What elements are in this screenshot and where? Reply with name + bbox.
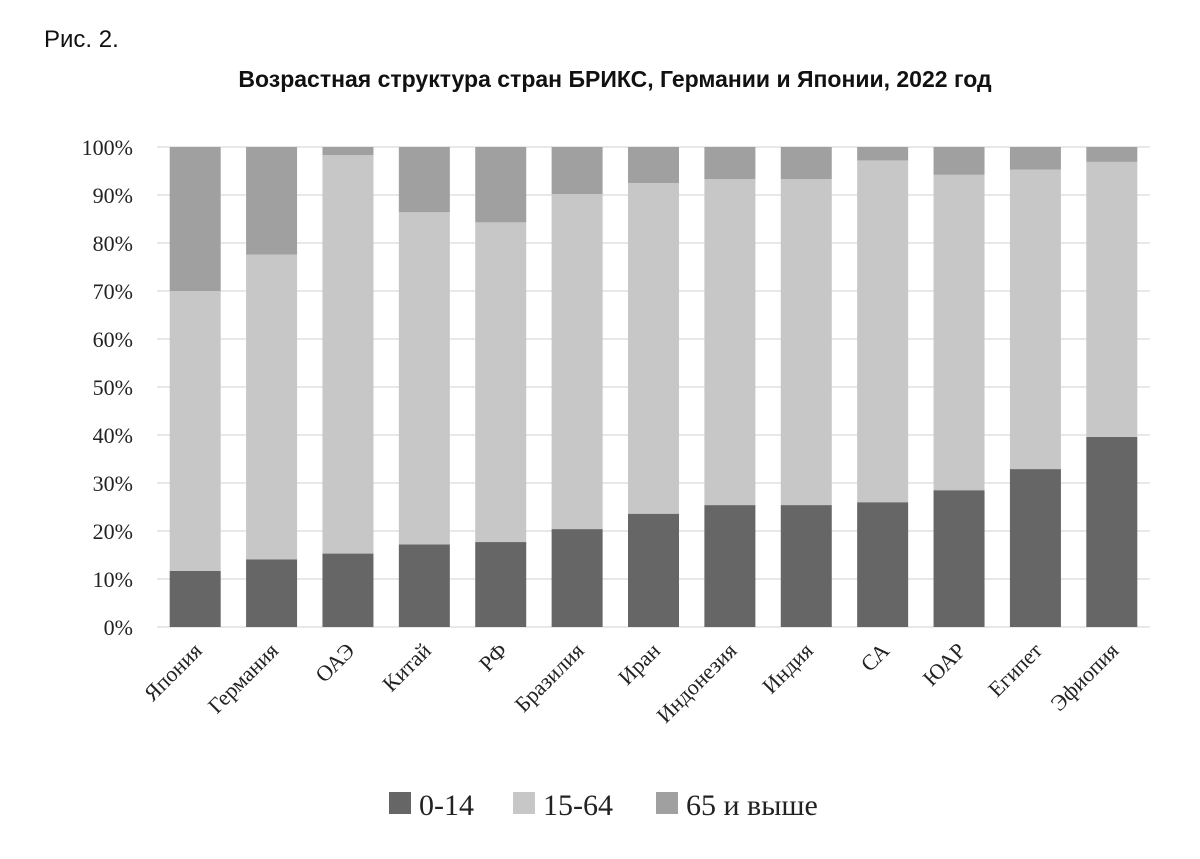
bar-segment-65-и-выше — [1009, 147, 1061, 170]
y-axis-ticks: 0% 10% 20% 30% 40% 50% 60% 70% 80% 90% 100% — [82, 135, 133, 640]
x-category-label: Германия — [203, 638, 283, 718]
y-tick-label: 100% — [82, 135, 133, 160]
legend: 0-14 15-64 65 и выше — [389, 789, 818, 822]
chart-title: Возрастная структура стран БРИКС, Герман… — [238, 66, 992, 92]
bar-segment-15-64 — [169, 291, 221, 571]
bar-segment-65-и-выше — [1086, 147, 1138, 162]
bar-segment-65-и-выше — [551, 147, 603, 195]
x-category-label: РФ — [474, 638, 512, 676]
bar-segment-0-14 — [246, 559, 298, 627]
bar-segment-65-и-выше — [628, 147, 679, 183]
bar-segment-15-64 — [1086, 161, 1138, 437]
bar-segment-0-14 — [933, 490, 985, 627]
y-tick-label: 10% — [93, 567, 133, 592]
y-tick-label: 50% — [93, 375, 133, 400]
bar-segment-65-и-выше — [322, 147, 374, 156]
bar-segment-65-и-выше — [398, 147, 450, 213]
x-category-label: Египет — [983, 638, 1047, 702]
y-tick-label: 30% — [93, 471, 133, 496]
x-category-label: Индия — [757, 638, 818, 699]
bar-segment-15-64 — [1009, 169, 1061, 470]
legend-swatch — [389, 792, 411, 814]
x-category-label: ЮАР — [918, 638, 971, 691]
bar-segment-0-14 — [704, 505, 756, 627]
y-tick-label: 0% — [104, 615, 133, 640]
bar-segment-15-64 — [857, 160, 909, 503]
bar-segment-15-64 — [475, 222, 527, 543]
bar-segment-15-64 — [398, 212, 450, 545]
bar-segment-65-и-выше — [857, 147, 909, 161]
bar-segment-0-14 — [398, 544, 450, 627]
legend-label: 0-14 — [419, 789, 474, 822]
x-category-label: Эфиопия — [1045, 638, 1123, 716]
bar-segment-0-14 — [857, 502, 909, 627]
bar-segment-15-64 — [933, 174, 985, 491]
bar-segment-0-14 — [169, 570, 221, 627]
bar-segment-0-14 — [1009, 469, 1061, 627]
x-category-label: СА — [856, 638, 895, 677]
y-tick-label: 60% — [93, 327, 133, 352]
x-category-label: Иран — [613, 638, 665, 690]
legend-label: 15-64 — [543, 789, 613, 822]
legend-swatch — [656, 792, 678, 814]
bar-segment-15-64 — [322, 155, 374, 554]
x-category-label: ОАЭ — [310, 638, 359, 687]
bar-segment-0-14 — [780, 505, 832, 627]
bar-segment-15-64 — [551, 194, 603, 530]
bar-segment-15-64 — [246, 254, 298, 560]
bar-segment-65-и-выше — [246, 147, 298, 255]
x-category-label: Китай — [377, 638, 436, 697]
bar-segment-15-64 — [780, 179, 832, 506]
bar-segment-15-64 — [704, 179, 756, 506]
bar-segment-65-и-выше — [169, 147, 221, 291]
bar-segment-15-64 — [628, 183, 679, 514]
y-tick-label: 70% — [93, 279, 133, 304]
bars — [169, 147, 1138, 627]
bar-segment-65-и-выше — [704, 147, 756, 180]
bar-segment-0-14 — [551, 529, 603, 627]
legend-swatch — [513, 792, 535, 814]
legend-label: 65 и выше — [686, 789, 818, 822]
bar-segment-0-14 — [628, 513, 679, 627]
y-tick-label: 40% — [93, 423, 133, 448]
bar-segment-65-и-выше — [933, 147, 985, 175]
figure-label: Рис. 2. — [44, 26, 119, 53]
y-tick-label: 80% — [93, 231, 133, 256]
y-tick-label: 90% — [93, 183, 133, 208]
bar-segment-65-и-выше — [475, 147, 527, 223]
bar-segment-0-14 — [322, 553, 374, 627]
x-category-label: Индонезия — [651, 638, 741, 728]
bar-segment-0-14 — [1086, 436, 1138, 627]
bar-segment-65-и-выше — [780, 147, 832, 180]
x-category-label: Япония — [139, 638, 207, 706]
x-category-label: Бразилия — [510, 638, 589, 717]
y-tick-label: 20% — [93, 519, 133, 544]
bar-segment-0-14 — [475, 542, 527, 627]
